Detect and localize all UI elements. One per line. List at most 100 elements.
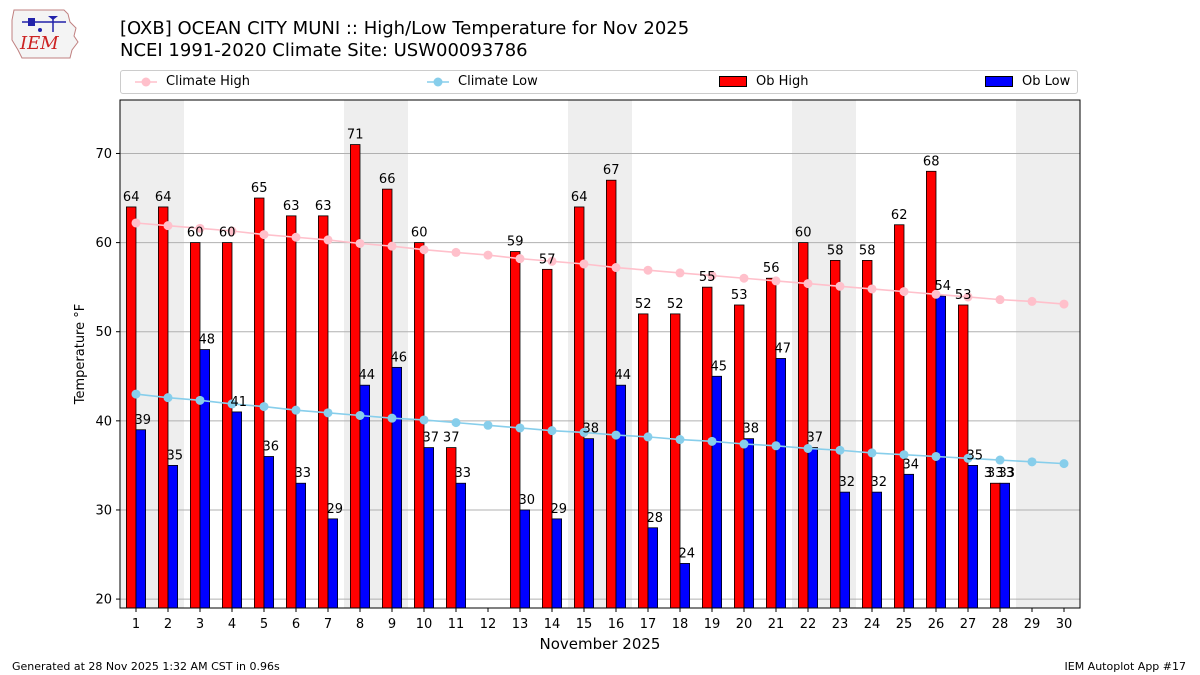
climate-high-point [707, 271, 717, 281]
climate-low-point [579, 427, 589, 437]
ob-low-bar [583, 438, 595, 609]
x-tick-label: 20 [736, 617, 753, 632]
ob-low-label: 48 [199, 333, 216, 348]
ob-high-bar [542, 268, 553, 609]
climate-high-point [291, 232, 301, 242]
weekend-shade [1048, 100, 1080, 608]
ob-high-bar [381, 188, 393, 609]
x-tick-label: 4 [228, 617, 236, 632]
x-tick-label: 10 [416, 617, 433, 632]
ob-high-label: 58 [859, 243, 876, 258]
ob-high-label: 56 [763, 261, 780, 276]
ob-low-bar [391, 366, 403, 609]
ob-low-label: 38 [743, 422, 760, 437]
ob-low-label: 35 [167, 448, 184, 463]
legend-item-climate-low: Climate Low [427, 74, 538, 92]
climate-low-point [835, 445, 845, 455]
climate-high-point [899, 287, 909, 297]
climate-high-point [931, 289, 941, 299]
ob-high-label: 60 [187, 226, 204, 241]
ob-high-label: 37 [443, 431, 460, 446]
generated-timestamp: Generated at 28 Nov 2025 1:32 AM CST in … [12, 660, 280, 673]
ob-low-bar [679, 563, 691, 609]
ob-low-bar [423, 447, 435, 609]
annotation-label: 3 [984, 466, 992, 481]
ob-low-label: 24 [679, 546, 696, 561]
ob-low-label: 32 [871, 475, 888, 490]
ob-low-label: 54 [935, 279, 952, 294]
climate-high-point [611, 263, 621, 273]
ob-high-label: 64 [571, 190, 588, 205]
climate-low-point [195, 395, 205, 405]
ob-high-bar [798, 242, 809, 609]
ob-high-label: 63 [315, 199, 332, 214]
climate-low-point [739, 439, 749, 449]
climate-low-point [483, 420, 493, 430]
ob-low-label: 45 [711, 359, 728, 374]
climate-high-point [1027, 296, 1037, 306]
climate-low-line [135, 393, 1065, 465]
ob-low-bar [199, 349, 211, 609]
legend-item-ob-high: Ob High [719, 74, 809, 92]
ob-high-bar [221, 242, 233, 609]
legend-label-climate-high: Climate High [166, 74, 251, 89]
climate-high-point [195, 223, 205, 233]
ob-low-bar [903, 473, 915, 609]
climate-high-line-swatch [135, 77, 157, 86]
ob-low-bar [455, 482, 467, 609]
climate-low-point [515, 423, 525, 433]
ob-high-bar [606, 179, 617, 609]
ob-low-label: 37 [807, 431, 824, 446]
x-tick-label: 8 [356, 617, 364, 632]
ob-high-label: 63 [283, 199, 300, 214]
climate-low-point [995, 455, 1005, 465]
x-tick-label: 26 [928, 617, 945, 632]
x-tick-label: 5 [260, 617, 268, 632]
ob-high-label: 52 [667, 297, 684, 312]
climate-high-point [387, 241, 397, 251]
climate-low-point [931, 451, 941, 461]
ob-low-bar [295, 482, 307, 609]
ob-low-bar [263, 456, 275, 609]
ob-low-bar [519, 509, 531, 609]
ob-low-label: 38 [583, 422, 600, 437]
legend-item-ob-low: Ob Low [985, 74, 1070, 92]
climate-low-point [323, 408, 333, 418]
ob-high-label: 33 [987, 466, 1004, 481]
climate-low-point [291, 405, 301, 415]
climate-low-point [611, 430, 621, 440]
y-axis-label: Temperature °F [73, 304, 88, 405]
ob-low-bar [839, 491, 851, 609]
climate-low-point [355, 410, 365, 420]
ob-high-bar [189, 242, 201, 609]
climate-high-point [803, 279, 813, 289]
ob-low-label: 34 [903, 457, 920, 472]
climate-low-point [451, 418, 461, 428]
climate-low-point [707, 436, 717, 446]
ob-high-label: 66 [379, 172, 396, 187]
climate-low-point [899, 450, 909, 460]
ob-low-label: 33 [295, 466, 312, 481]
climate-high-point [515, 254, 525, 264]
x-tick-label: 27 [960, 617, 977, 632]
climate-low-line-swatch [427, 77, 449, 86]
x-tick-label: 16 [608, 617, 625, 632]
y-tick-label: 30 [95, 503, 112, 518]
x-tick-label: 13 [512, 617, 529, 632]
climate-low-point [675, 435, 685, 445]
climate-low-point [163, 393, 173, 403]
climate-low-point [387, 413, 397, 423]
climate-low-point [1027, 457, 1037, 467]
climate-high-point [643, 265, 653, 275]
y-tick-label: 20 [95, 593, 112, 608]
ob-low-bar [551, 518, 563, 609]
ob-high-bar [990, 482, 1001, 609]
climate-low-point [867, 448, 877, 458]
ob-low-label: 36 [263, 439, 280, 454]
ob-low-label: 44 [359, 368, 376, 383]
climate-high-point [547, 256, 557, 266]
climate-high-point [323, 235, 333, 245]
x-tick-label: 1 [132, 617, 140, 632]
climate-low-point [803, 443, 813, 453]
ob-low-bar [327, 518, 339, 609]
